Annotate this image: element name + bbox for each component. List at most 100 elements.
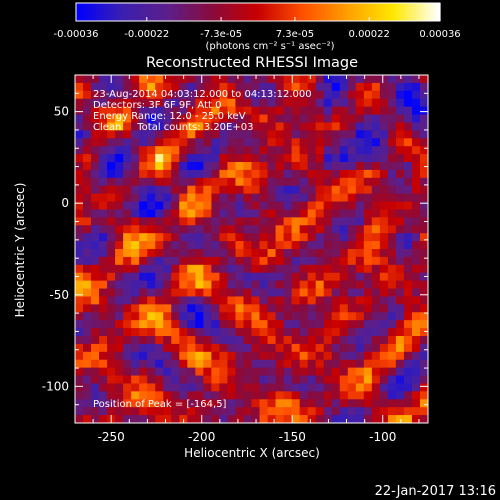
heatmap-cell [179, 336, 188, 345]
heatmap-cell [371, 391, 381, 400]
heatmap-cell [283, 351, 293, 361]
heatmap-cell [155, 114, 164, 123]
heatmap-cell [339, 304, 349, 313]
heatmap-cell [243, 249, 252, 258]
heatmap-cell [411, 272, 421, 282]
heatmap-cell [403, 320, 413, 329]
heatmap-cell [379, 280, 389, 290]
heatmap-cell [139, 169, 148, 179]
heatmap-cell [107, 98, 116, 108]
heatmap-cell [363, 328, 373, 337]
heatmap-cell [355, 328, 365, 337]
heatmap-cell [115, 82, 124, 92]
heatmap-cell [227, 217, 236, 226]
heatmap-cell [259, 280, 269, 290]
heatmap-cell [211, 359, 220, 369]
heatmap-cell [187, 312, 196, 321]
heatmap-cell [171, 336, 180, 345]
heatmap-cell [371, 367, 381, 377]
heatmap-cell [219, 415, 228, 424]
heatmap-cell [147, 169, 156, 179]
heatmap-cell [91, 272, 100, 282]
heatmap-cell [283, 375, 293, 384]
heatmap-cell [395, 343, 405, 353]
heatmap-cell [227, 375, 236, 384]
heatmap-cell [363, 233, 373, 242]
heatmap-cell [259, 106, 269, 116]
heatmap-cell [155, 256, 164, 266]
heatmap-cell [131, 233, 140, 242]
heatmap-cell [131, 272, 140, 282]
heatmap-cell [347, 130, 357, 139]
heatmap-cell [139, 201, 148, 210]
heatmap-cell [219, 383, 228, 392]
heatmap-cell [131, 241, 140, 250]
heatmap-cell [331, 154, 341, 163]
heatmap-cell [291, 288, 301, 297]
heatmap-cell [387, 375, 397, 384]
heatmap-cell [91, 359, 100, 369]
heatmap-cell [179, 407, 188, 416]
heatmap-cell [243, 359, 252, 369]
heatmap-cell [187, 241, 196, 250]
heatmap-cell [411, 217, 421, 226]
heatmap-cell [259, 343, 269, 353]
heatmap-cell [115, 249, 124, 258]
heatmap-cell [75, 288, 84, 297]
heatmap-cell [83, 320, 92, 329]
heatmap-cell [99, 82, 108, 92]
heatmap-cell [259, 122, 269, 131]
heatmap-cell [371, 154, 381, 163]
heatmap-cell [211, 146, 220, 155]
heatmap-cell [347, 154, 357, 163]
heatmap-cell [179, 351, 188, 361]
heatmap-cell [75, 233, 84, 242]
heatmap-cell [355, 391, 365, 400]
heatmap-cell [371, 415, 381, 424]
heatmap-cell [75, 415, 84, 424]
heatmap-cell [243, 312, 252, 321]
heatmap-cell [203, 288, 212, 297]
heatmap-cell [363, 288, 373, 297]
heatmap-cell [195, 272, 204, 282]
heatmap-cell [75, 328, 84, 337]
heatmap-cell [347, 320, 357, 329]
heatmap-cell [347, 288, 357, 297]
heatmap-cell [387, 122, 397, 131]
heatmap-cell [331, 146, 341, 155]
heatmap-cell [283, 367, 293, 377]
heatmap-cell [411, 359, 421, 369]
heatmap-cell [171, 114, 180, 123]
heatmap-cell [195, 114, 204, 123]
heatmap-cell [323, 130, 333, 139]
colorbar-segment [339, 3, 344, 21]
heatmap-cell [347, 169, 357, 179]
colorbar-segment [345, 3, 350, 21]
heatmap-cell [331, 233, 341, 242]
heatmap-cell [283, 217, 293, 226]
heatmap-cell [91, 201, 100, 210]
heatmap-cell [379, 146, 389, 155]
heatmap-cell [403, 169, 413, 179]
heatmap-cell [379, 383, 389, 392]
heatmap-cell [187, 272, 196, 282]
heatmap-cell [291, 375, 301, 384]
heatmap-cell [123, 82, 132, 92]
heatmap-cell [283, 256, 293, 266]
colorbar-segment [276, 3, 280, 21]
heatmap-cell [219, 264, 228, 274]
heatmap-cell [339, 407, 349, 416]
heatmap-cell [267, 154, 277, 163]
heatmap-cell [403, 415, 413, 424]
heatmap-cell [395, 146, 405, 155]
heatmap-cell [83, 225, 92, 234]
colorbar-segment [170, 3, 174, 21]
heatmap-cell [195, 241, 204, 250]
heatmap-cell [227, 193, 236, 203]
y-tick-label: -50 [49, 288, 69, 302]
heatmap-cell [339, 154, 349, 163]
colorbar-segment [233, 3, 238, 21]
heatmap-cell [131, 185, 140, 195]
heatmap-cell [131, 383, 140, 392]
heatmap-cell [307, 241, 317, 250]
